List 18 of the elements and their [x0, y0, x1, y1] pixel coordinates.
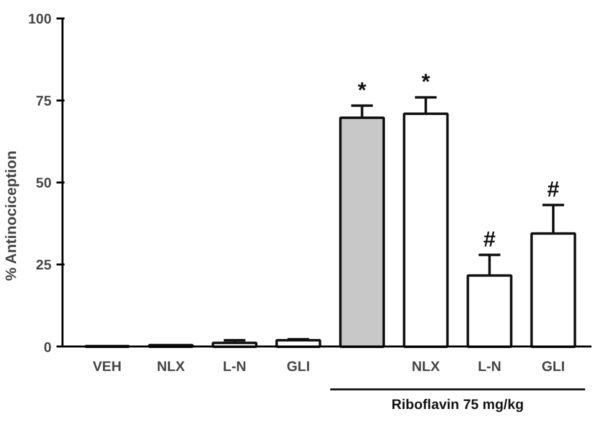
data-label: *	[422, 69, 431, 94]
data-label: #	[483, 226, 496, 252]
x-tick-label: NLX	[156, 358, 186, 374]
x-tick-label: L-N	[222, 358, 246, 374]
x-tick-label: L-N	[478, 358, 502, 374]
y-tick-label: 25	[36, 256, 52, 273]
x-tick-label: GLI	[286, 358, 310, 374]
x-tick-label: GLI	[542, 358, 565, 374]
y-tick-label: 75	[36, 92, 52, 109]
y-tick-label: 50	[36, 174, 52, 191]
x-tick-label: VEH	[92, 358, 122, 374]
y-axis-title: % Antinociception	[3, 150, 20, 281]
data-label: #	[547, 176, 560, 202]
y-tick-label: 0	[44, 338, 52, 355]
x-tick-label: NLX	[412, 358, 440, 374]
y-tick-label: 100	[28, 10, 52, 27]
data-label: *	[358, 77, 367, 102]
text: Riboflavin 75 mg/kg	[392, 396, 524, 412]
